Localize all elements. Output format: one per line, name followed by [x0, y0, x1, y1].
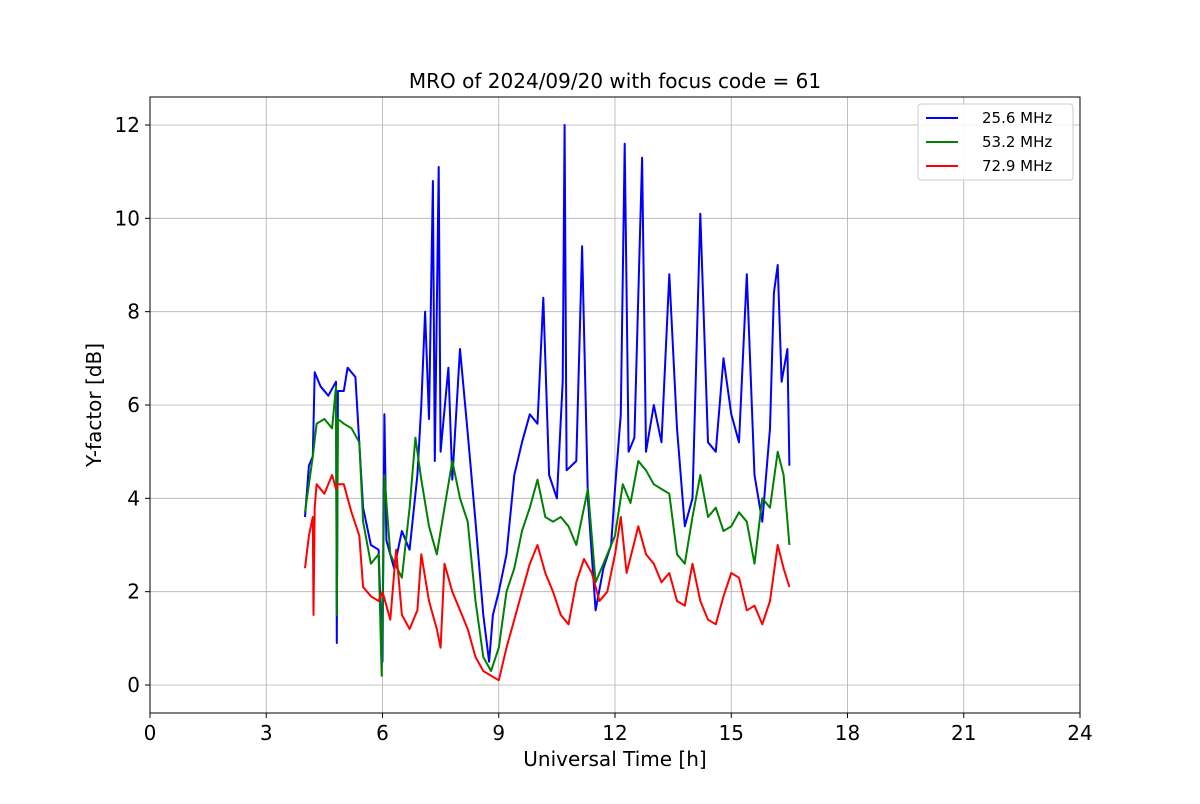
x-tick-label: 3 — [260, 721, 273, 745]
series-line-3 — [304, 474, 791, 682]
y-tick-label: 10 — [115, 206, 140, 230]
x-tick-label: 24 — [1067, 721, 1092, 745]
chart-title: MRO of 2024/09/20 with focus code = 61 — [409, 69, 821, 93]
legend-label-3: 72.9 MHz — [982, 157, 1052, 175]
y-tick-label: 12 — [115, 113, 140, 137]
legend: 25.6 MHz 53.2 MHz 72.9 MHz — [917, 103, 1074, 181]
x-tick-label: 9 — [492, 721, 505, 745]
x-tick-label: 15 — [719, 721, 744, 745]
legend-label-2: 53.2 MHz — [982, 133, 1052, 151]
legend-box — [917, 103, 1074, 181]
series-line-2 — [304, 385, 791, 677]
x-tick-label: 0 — [144, 721, 157, 745]
y-tick-label: 4 — [127, 486, 140, 510]
y-tick-label: 0 — [127, 673, 140, 697]
y-tick-label: 6 — [127, 393, 140, 417]
x-tick-label: 12 — [602, 721, 627, 745]
x-tick-label: 18 — [835, 721, 860, 745]
series-group — [304, 124, 791, 682]
x-tick-label: 21 — [951, 721, 976, 745]
x-axis-label: Universal Time [h] — [523, 747, 706, 771]
series-line-1 — [304, 124, 791, 663]
y-axis-label: Y-factor [dB] — [82, 343, 106, 468]
y-tick-label: 2 — [127, 580, 140, 604]
y-tick-label: 8 — [127, 300, 140, 324]
x-tick-label: 6 — [376, 721, 389, 745]
legend-label-1: 25.6 MHz — [982, 109, 1052, 127]
